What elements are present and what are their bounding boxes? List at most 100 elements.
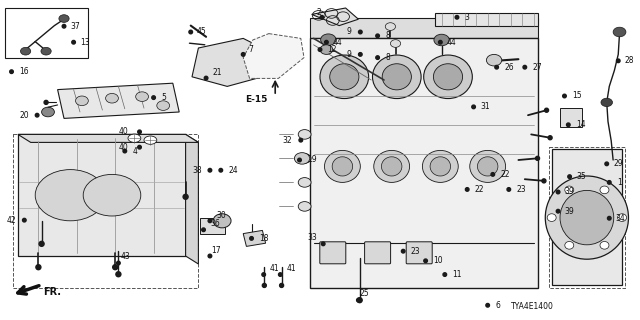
Text: 39: 39	[564, 207, 574, 216]
Ellipse shape	[35, 170, 106, 221]
Circle shape	[376, 56, 380, 60]
Circle shape	[607, 180, 611, 184]
Ellipse shape	[106, 93, 118, 103]
Text: 6: 6	[495, 301, 500, 310]
Circle shape	[280, 284, 284, 287]
Text: 5: 5	[161, 93, 166, 102]
Circle shape	[189, 30, 193, 34]
Circle shape	[605, 162, 609, 166]
Circle shape	[495, 65, 499, 69]
Circle shape	[262, 284, 266, 287]
Text: 34: 34	[616, 214, 625, 223]
Text: 9: 9	[346, 50, 351, 59]
Circle shape	[523, 65, 527, 69]
Ellipse shape	[600, 186, 609, 194]
Circle shape	[566, 123, 570, 127]
Ellipse shape	[372, 55, 421, 99]
Polygon shape	[192, 38, 269, 86]
Text: 16: 16	[19, 67, 29, 76]
Circle shape	[35, 113, 39, 117]
Text: 4: 4	[132, 147, 138, 156]
Ellipse shape	[298, 178, 311, 187]
Circle shape	[465, 188, 469, 191]
Polygon shape	[312, 8, 358, 26]
Circle shape	[208, 219, 212, 223]
Ellipse shape	[564, 242, 574, 249]
Circle shape	[443, 273, 447, 276]
Text: 23: 23	[411, 247, 420, 256]
Ellipse shape	[136, 92, 148, 101]
Text: 2: 2	[317, 8, 321, 17]
Text: 31: 31	[480, 102, 490, 111]
Circle shape	[376, 34, 380, 38]
Text: 41: 41	[270, 264, 280, 273]
Ellipse shape	[374, 150, 410, 182]
Bar	[200, 218, 225, 234]
Ellipse shape	[76, 96, 88, 106]
Circle shape	[356, 298, 360, 302]
Ellipse shape	[298, 130, 311, 139]
Ellipse shape	[565, 186, 574, 194]
Text: 28: 28	[625, 56, 634, 65]
Text: 13: 13	[80, 38, 90, 47]
Text: 41: 41	[287, 264, 296, 273]
Circle shape	[424, 259, 428, 263]
Text: 40: 40	[119, 127, 129, 136]
Text: 26: 26	[504, 63, 514, 72]
Ellipse shape	[470, 150, 506, 182]
Text: 32: 32	[283, 136, 292, 145]
Ellipse shape	[600, 242, 609, 249]
Text: 15: 15	[572, 92, 582, 100]
Circle shape	[438, 40, 442, 44]
Polygon shape	[243, 230, 266, 246]
Text: 20: 20	[19, 111, 29, 120]
Bar	[13, 134, 198, 288]
Ellipse shape	[547, 214, 556, 221]
Circle shape	[298, 158, 301, 162]
Circle shape	[241, 52, 245, 56]
Text: 1: 1	[617, 178, 621, 187]
Ellipse shape	[320, 55, 369, 99]
Circle shape	[183, 194, 188, 199]
Text: 23: 23	[516, 185, 526, 194]
Circle shape	[39, 241, 44, 246]
Circle shape	[208, 168, 212, 172]
Text: FR.: FR.	[44, 287, 61, 297]
Ellipse shape	[41, 47, 51, 55]
Ellipse shape	[157, 101, 170, 110]
Circle shape	[358, 52, 362, 56]
FancyBboxPatch shape	[365, 242, 390, 264]
Ellipse shape	[330, 64, 359, 90]
Text: 19: 19	[307, 156, 317, 164]
Circle shape	[556, 209, 560, 213]
Circle shape	[202, 228, 205, 232]
Text: 44: 44	[447, 38, 456, 47]
Circle shape	[455, 15, 459, 19]
Ellipse shape	[618, 214, 627, 221]
Text: 22: 22	[500, 170, 510, 179]
Ellipse shape	[298, 202, 311, 211]
Ellipse shape	[434, 34, 449, 46]
Circle shape	[113, 265, 118, 270]
Circle shape	[357, 298, 362, 303]
Circle shape	[324, 40, 328, 44]
Circle shape	[278, 273, 282, 276]
Ellipse shape	[545, 176, 628, 259]
FancyBboxPatch shape	[406, 242, 432, 264]
Text: 12: 12	[328, 45, 337, 54]
Ellipse shape	[424, 55, 472, 99]
Text: 17: 17	[211, 246, 221, 255]
Text: 45: 45	[197, 28, 207, 36]
Ellipse shape	[128, 134, 141, 142]
Circle shape	[123, 149, 127, 153]
Ellipse shape	[601, 98, 612, 107]
Text: E-15: E-15	[245, 95, 267, 104]
Ellipse shape	[294, 153, 310, 164]
Circle shape	[138, 130, 141, 134]
Circle shape	[401, 249, 405, 253]
Ellipse shape	[298, 154, 311, 163]
Circle shape	[491, 172, 495, 176]
Ellipse shape	[320, 45, 333, 54]
Polygon shape	[310, 38, 538, 288]
Circle shape	[116, 272, 121, 277]
